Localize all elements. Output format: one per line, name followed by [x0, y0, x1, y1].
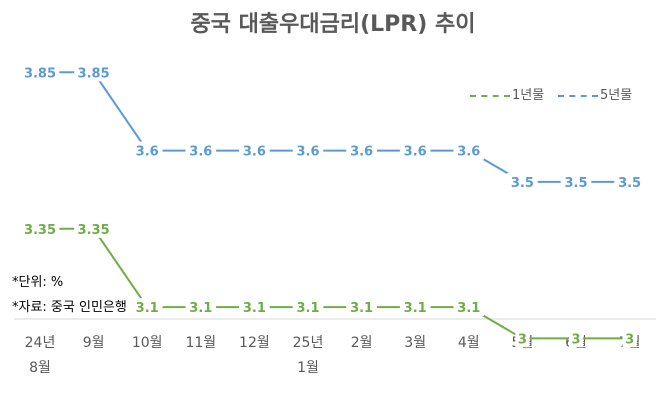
- data-label-bg: [453, 298, 485, 317]
- legend-item-1y: 1년물: [470, 84, 544, 103]
- data-label: 3.1: [350, 301, 373, 316]
- data-label: 3.6: [350, 145, 373, 160]
- series-line-0: [40, 227, 630, 340]
- data-label-bg: [239, 298, 270, 317]
- data-label-bg: [20, 63, 60, 82]
- data-label-bg: [292, 141, 324, 160]
- data-label-bg: [560, 172, 592, 191]
- x-tick-label: 1월: [297, 360, 319, 376]
- data-label: 3.5: [618, 176, 641, 191]
- data-label: 3.1: [189, 301, 212, 316]
- data-label: 3: [625, 332, 634, 347]
- data-label-bg: [292, 298, 324, 317]
- series-line-1: [40, 71, 630, 183]
- data-label: 3.5: [511, 176, 534, 191]
- legend-label-1y: 1년물: [512, 88, 545, 103]
- data-label: 3: [518, 332, 527, 347]
- x-tick-label: 4월: [458, 335, 480, 351]
- data-label-bg: [185, 298, 217, 317]
- data-label-bg: [185, 141, 217, 160]
- x-tick-label: 11월: [185, 335, 216, 351]
- data-label-bg: [614, 172, 645, 191]
- source-note: *자료: 중국 인민은행: [12, 300, 127, 315]
- data-label-bg: [399, 298, 431, 317]
- data-label: 3: [571, 332, 580, 347]
- legend-label-5y: 5년물: [600, 88, 633, 103]
- data-label-bg: [346, 141, 377, 160]
- data-label: 3.6: [136, 145, 159, 160]
- data-label-bg: [239, 141, 270, 160]
- data-label: 3.35: [24, 223, 56, 238]
- unit-note: *단위: %: [12, 275, 64, 290]
- data-label: 3.35: [78, 223, 110, 238]
- data-label-bg: [622, 329, 637, 348]
- chart-title: 중국 대출우대금리(LPR) 추이: [190, 12, 476, 37]
- data-label: 3.5: [564, 176, 587, 191]
- data-label-bg: [74, 63, 113, 82]
- x-tick-label: 9월: [83, 335, 105, 351]
- data-label: 3.6: [404, 145, 427, 160]
- data-label: 3.6: [243, 145, 266, 160]
- data-label-bg: [131, 141, 163, 160]
- data-label: 3.85: [78, 66, 110, 81]
- x-tick-label: 8월: [29, 360, 51, 376]
- data-label: 3.1: [457, 301, 480, 316]
- legend-swatch-1y: [470, 94, 510, 97]
- x-tick-label: 24년: [25, 335, 56, 351]
- legend-swatch-5y: [558, 94, 598, 97]
- data-label: 3.1: [404, 301, 427, 316]
- x-tick-label: 3월: [404, 335, 426, 351]
- data-label: 3.6: [189, 145, 212, 160]
- data-label: 3.1: [243, 301, 266, 316]
- data-label-bg: [515, 329, 530, 348]
- data-label-bg: [20, 219, 60, 238]
- legend-item-5y: 5년물: [558, 84, 632, 103]
- data-label: 3.6: [457, 145, 480, 160]
- data-label: 3.1: [136, 301, 159, 316]
- x-tick-label: 2월: [351, 335, 373, 351]
- data-label-bg: [568, 329, 584, 348]
- data-label-bg: [453, 141, 485, 160]
- legend: 1년물 5년물: [470, 84, 660, 103]
- data-label: 3.1: [296, 301, 319, 316]
- data-label-bg: [399, 141, 431, 160]
- data-label-bg: [346, 298, 377, 317]
- data-label-bg: [74, 219, 113, 238]
- data-label-bg: [131, 298, 163, 317]
- data-label: 3.85: [24, 66, 56, 81]
- x-tick-label: 25년: [293, 335, 324, 351]
- x-tick-label: 10월: [132, 335, 163, 351]
- x-tick-label: 12월: [239, 335, 270, 351]
- data-label-bg: [507, 172, 538, 191]
- data-label: 3.6: [296, 145, 319, 160]
